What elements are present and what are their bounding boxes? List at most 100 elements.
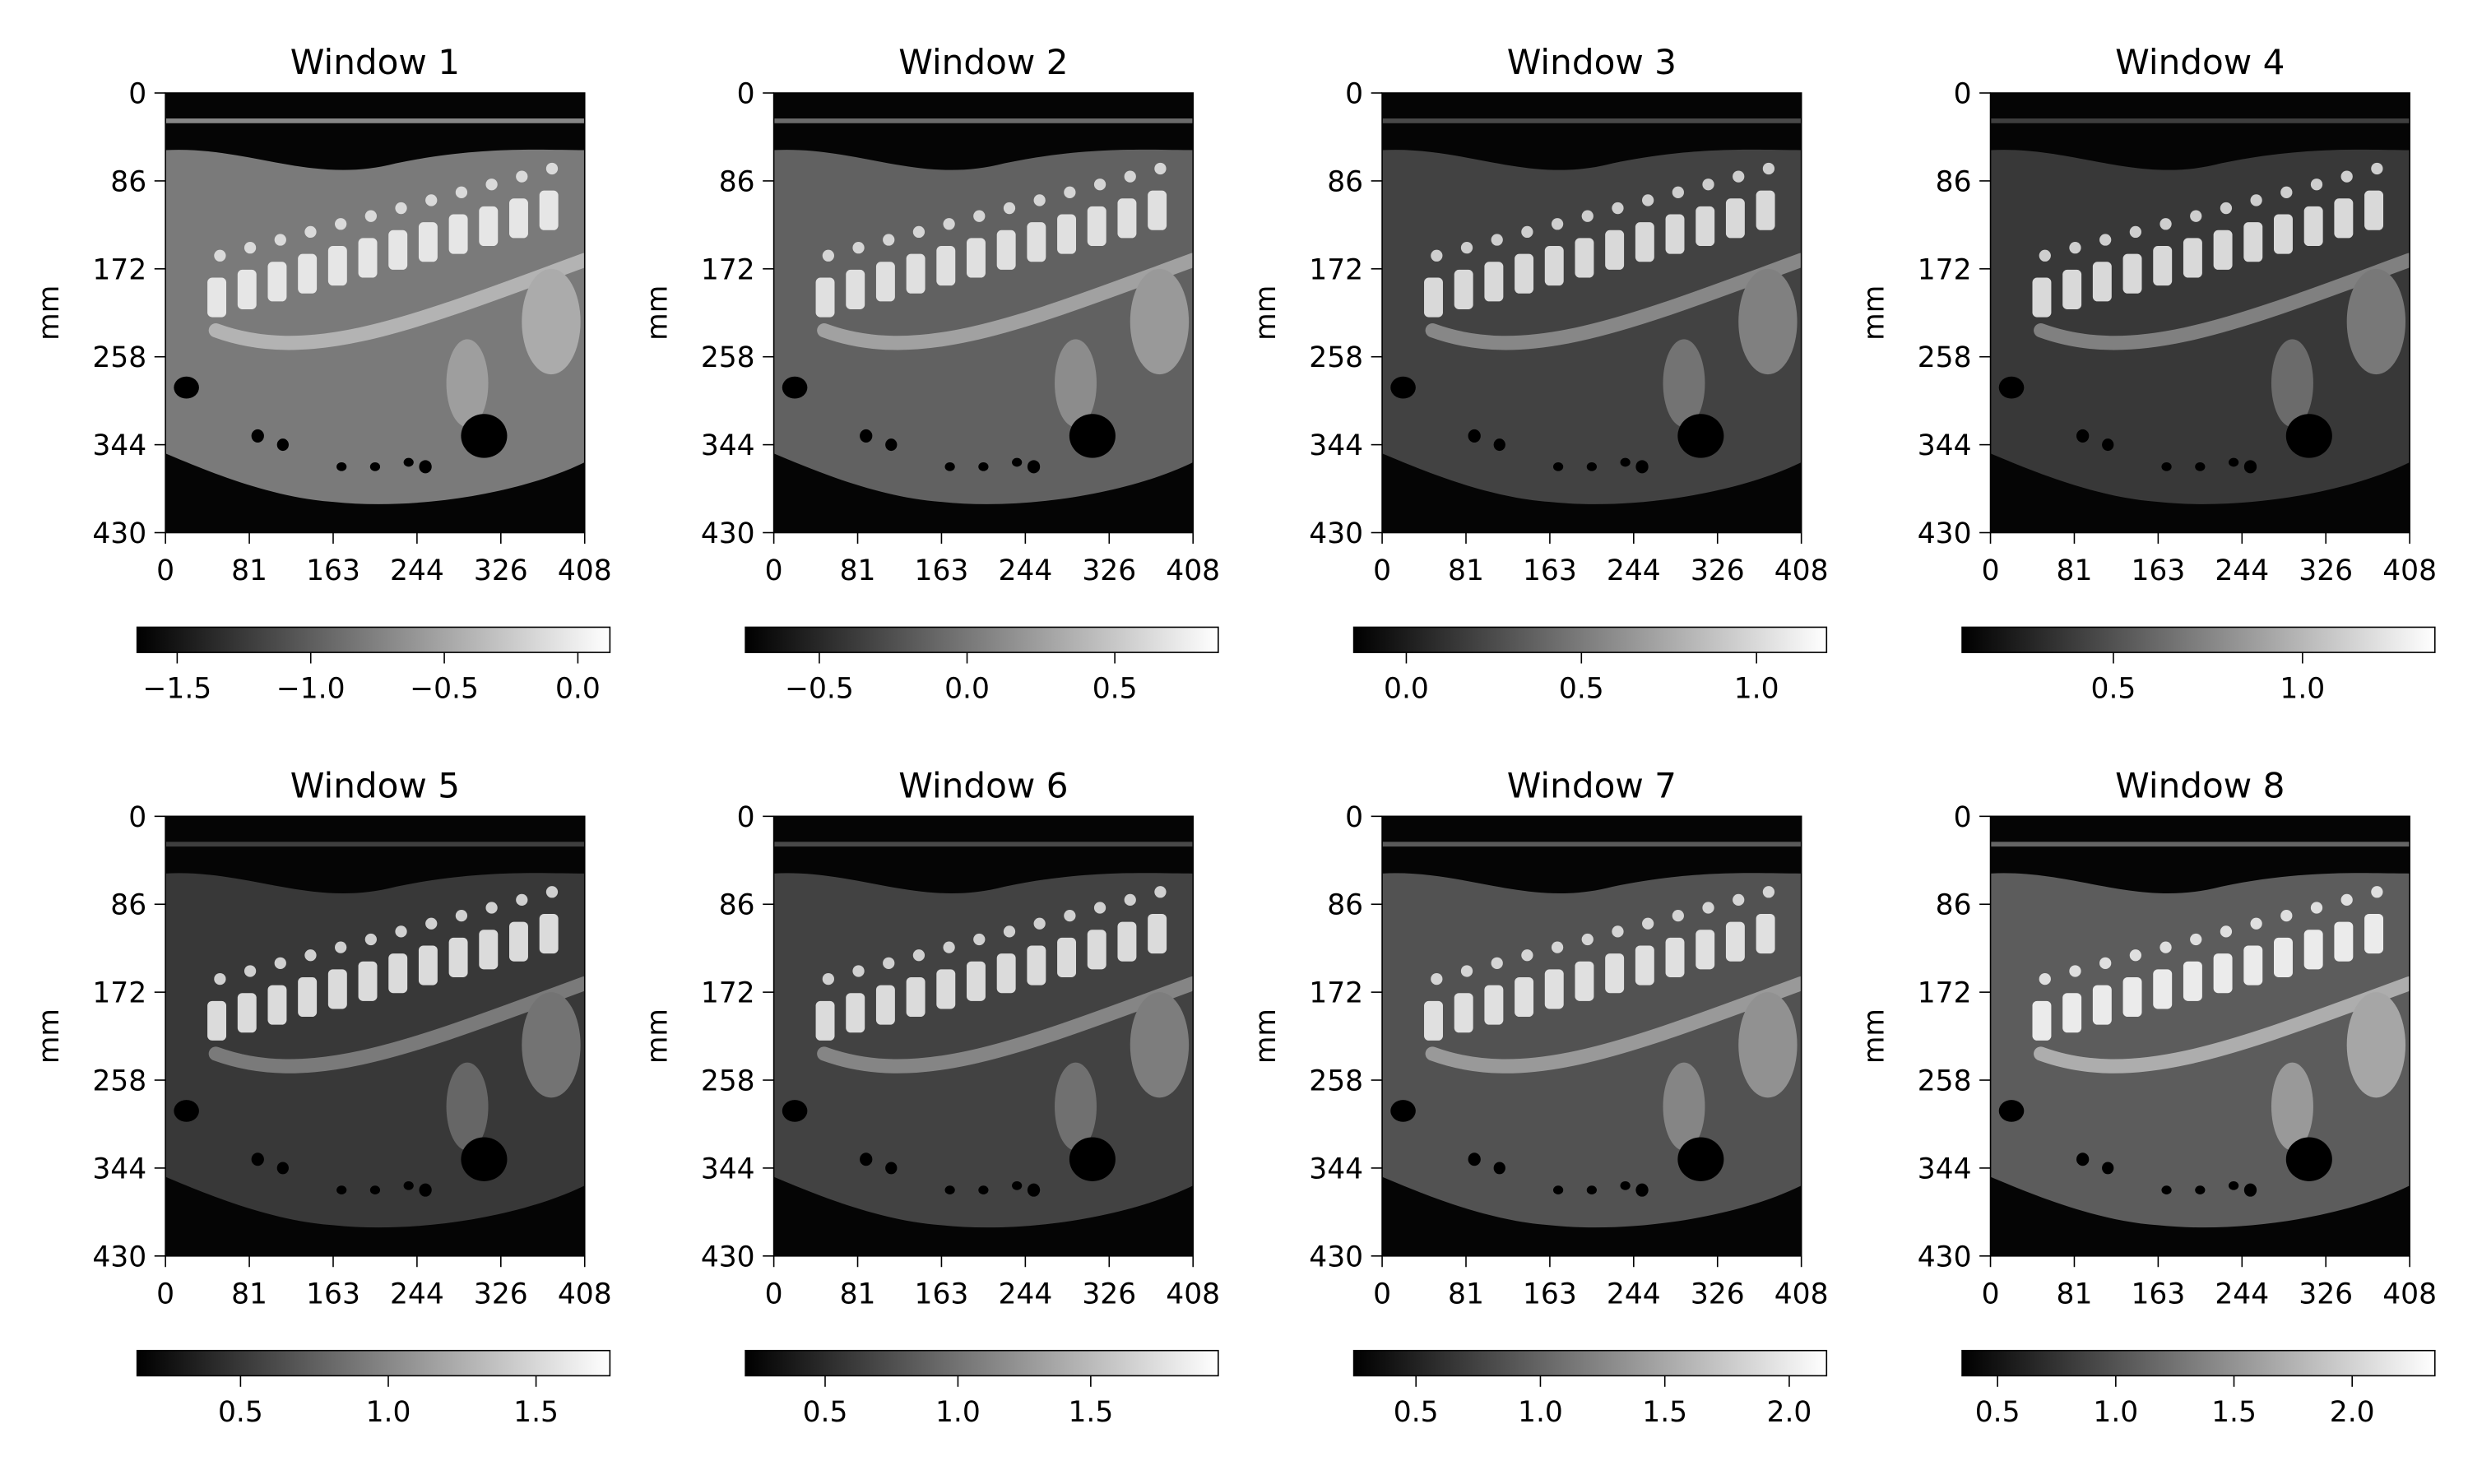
colorbar-tick-label: 1.5 (1642, 1396, 1687, 1429)
x-tick-label: 163 (1523, 554, 1577, 587)
vertebra (1057, 214, 1077, 254)
y-tick-label: 172 (92, 253, 146, 286)
vertebra (1725, 921, 1745, 962)
vertebra (1725, 198, 1745, 239)
vertebra-process (2310, 902, 2323, 914)
vertebra-process (304, 949, 317, 962)
vertebra (237, 269, 257, 309)
colorbar-tick-label: 2.0 (1767, 1396, 1812, 1429)
vertebra-process (425, 917, 438, 930)
y-tick-label: 430 (1309, 517, 1363, 550)
vertebra-process (2220, 925, 2233, 938)
air-pocket (1468, 429, 1481, 443)
air-pocket (944, 1185, 955, 1194)
table-line (165, 118, 585, 123)
x-tick-label: 326 (474, 554, 528, 587)
vertebra (1027, 222, 1046, 262)
air-pocket (403, 1180, 414, 1190)
y-tick-label: 430 (701, 517, 755, 550)
organ (1738, 268, 1798, 375)
vertebra-process (1733, 170, 1745, 183)
colorbar: 0.5 1.0 1.5 (136, 1349, 611, 1429)
aorta (2034, 253, 2410, 350)
y-axis-label: mm (1858, 285, 1890, 341)
vertebra (2303, 206, 2323, 247)
colorbar-tick-label: −1.5 (143, 673, 212, 706)
vertebra (388, 953, 408, 994)
vertebra (1484, 985, 1504, 1025)
vertebra-process (1124, 893, 1136, 907)
vertebra-process (2190, 933, 2202, 946)
x-tick-label: 326 (2299, 1278, 2353, 1310)
vertebra-process (973, 210, 986, 222)
vertebra-process (2371, 162, 2383, 175)
air-pocket (2102, 1162, 2114, 1175)
vertebra-process (364, 933, 377, 946)
air-pocket (461, 414, 508, 458)
y-tick-label: 258 (92, 1064, 146, 1097)
x-tick-label: 244 (998, 1278, 1052, 1310)
vertebra (267, 262, 287, 302)
colorbar-gradient (745, 1349, 1219, 1377)
colorbar-tick-label: 0.5 (218, 1396, 263, 1429)
air-pocket (1677, 1137, 1724, 1181)
vertebra-process (1702, 179, 1714, 191)
colorbar-tick-label: −0.5 (785, 673, 854, 706)
axes-frame (772, 815, 1194, 1257)
air-pocket (369, 1185, 381, 1194)
y-axis-label: mm (641, 1009, 674, 1064)
vertebra (1635, 945, 1654, 985)
table-line (165, 842, 585, 847)
vertebra-process (2280, 186, 2293, 198)
vertebra-process (545, 886, 559, 898)
vertebra (2153, 246, 2173, 286)
aorta (208, 976, 585, 1074)
air-pocket (336, 461, 347, 471)
colorbar-tick-label: 0.5 (1559, 673, 1604, 706)
vertebra (1635, 222, 1654, 262)
vertebra (996, 953, 1016, 994)
y-tick-label: 344 (1918, 429, 1972, 462)
x-tick-label: 163 (2131, 1278, 2185, 1310)
x-tick-label: 163 (306, 1278, 360, 1310)
y-tick-label: 430 (1918, 1241, 1972, 1273)
y-axis-label: mm (1250, 1009, 1283, 1064)
vertebra-process (2160, 218, 2172, 230)
x-tick-label: 81 (2057, 554, 2093, 587)
vertebra-process (883, 957, 895, 969)
colorbar-tick-label: 1.0 (935, 1396, 981, 1429)
air-pocket (2195, 461, 2206, 471)
vertebra-process (2069, 965, 2081, 977)
y-tick-label: 344 (1309, 1152, 1363, 1185)
axes-frame (772, 92, 1194, 534)
vertebra-process (1672, 909, 1684, 922)
organ (1055, 1062, 1097, 1151)
panel-title: Window 1 (290, 42, 460, 82)
x-tick-label: 244 (390, 1278, 444, 1310)
y-tick-label: 258 (1309, 1064, 1363, 1097)
y-tick-label: 430 (92, 1241, 146, 1273)
vertebra (2243, 222, 2263, 262)
vertebra-process (335, 941, 347, 953)
air-pocket (2161, 1185, 2172, 1194)
colorbar-tick-label: 1.0 (2280, 673, 2325, 706)
air-pocket (1493, 438, 1505, 452)
x-tick-label: 408 (1774, 1278, 1829, 1310)
vertebra (1454, 269, 1473, 309)
colorbar-tick-label: 0.0 (555, 673, 601, 706)
vertebra (1087, 930, 1106, 970)
vertebra (479, 930, 499, 970)
vertebra-process (912, 225, 926, 239)
vertebra (2183, 238, 2202, 278)
vertebra-process (943, 218, 955, 230)
air-pocket (1012, 457, 1023, 467)
vertebra (1605, 953, 1625, 994)
vertebra-process (2099, 957, 2112, 969)
vertebra-process (1064, 186, 1076, 198)
organ (446, 339, 489, 428)
vertebra (996, 230, 1016, 270)
vertebra-process (1093, 902, 1106, 914)
vertebra-process (1642, 917, 1654, 930)
vertebra (1696, 206, 1715, 247)
x-tick-label: 326 (2299, 554, 2353, 587)
